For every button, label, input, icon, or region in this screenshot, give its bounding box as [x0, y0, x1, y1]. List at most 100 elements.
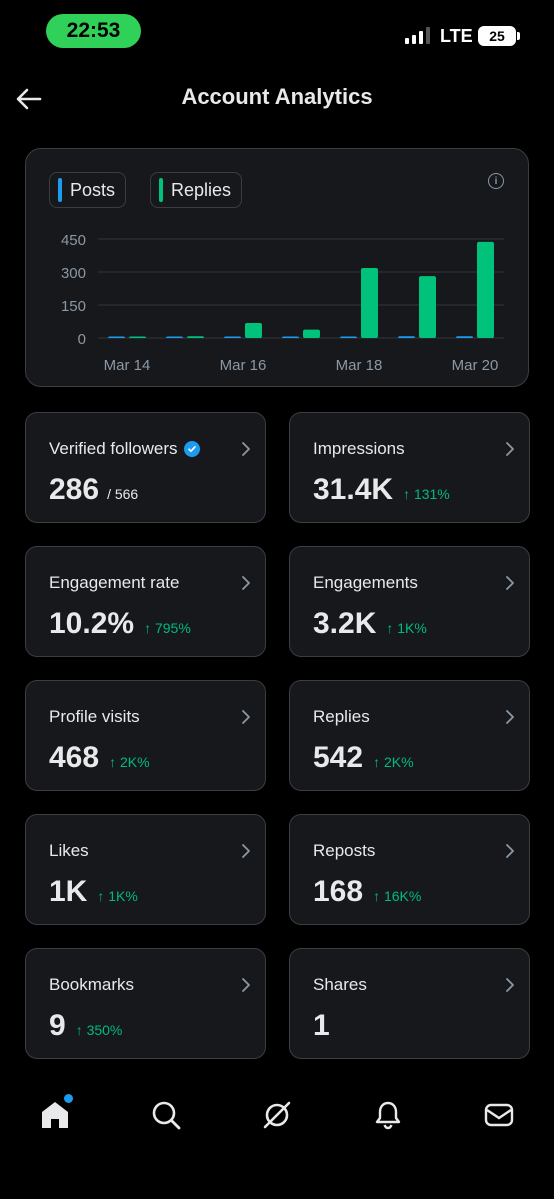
- stat-value-row: 468 ↑ 2K%: [49, 741, 150, 775]
- stat-delta: ↑ 1K%: [97, 888, 138, 904]
- posts-swatch: [58, 178, 62, 202]
- chart-legend: Posts Replies: [49, 172, 243, 208]
- replies-bar[interactable]: [361, 268, 378, 338]
- stat-label-text: Bookmarks: [49, 975, 135, 994]
- replies-bar[interactable]: [419, 276, 436, 338]
- stat-value: 542: [313, 741, 364, 774]
- chevron-right-icon: [506, 442, 514, 456]
- stat-label: Bookmarks: [49, 975, 134, 995]
- stat-card[interactable]: Impressions 31.4K ↑ 131%: [289, 412, 530, 523]
- y-tick-label: 450: [61, 232, 86, 249]
- chevron-right-icon: [242, 978, 250, 992]
- verified-badge-icon: [183, 441, 200, 457]
- nav-home[interactable]: [27, 1085, 83, 1145]
- header: Account Analytics: [0, 76, 554, 120]
- stat-label-text: Profile visits: [49, 707, 140, 726]
- bell-icon: [375, 1101, 401, 1130]
- stat-card[interactable]: Shares 1: [289, 948, 530, 1059]
- stat-card[interactable]: Replies 542 ↑ 2K%: [289, 680, 530, 791]
- x-tick-label: Mar 20: [452, 357, 499, 374]
- posts-bar[interactable]: [456, 336, 473, 338]
- stat-value: 468: [49, 741, 100, 774]
- stat-label-text: Reposts: [313, 841, 376, 860]
- stat-delta: ↑ 1K%: [386, 620, 427, 636]
- x-tick-label: Mar 16: [220, 357, 267, 374]
- page-title: Account Analytics: [181, 84, 373, 109]
- chevron-right-icon: [242, 710, 250, 724]
- nav-messages[interactable]: [471, 1085, 527, 1145]
- stat-value: 10.2%: [49, 607, 135, 640]
- stat-value-row: 31.4K ↑ 131%: [313, 473, 450, 507]
- arrow-left-icon: [16, 88, 42, 110]
- stat-card[interactable]: Profile visits 468 ↑ 2K%: [25, 680, 266, 791]
- replies-bar[interactable]: [187, 336, 204, 338]
- stat-card[interactable]: Likes 1K ↑ 1K%: [25, 814, 266, 925]
- posts-bar[interactable]: [224, 336, 241, 339]
- stat-card[interactable]: Reposts 168 ↑ 16K%: [289, 814, 530, 925]
- battery-icon: 25: [478, 26, 520, 46]
- posts-bar[interactable]: [398, 336, 415, 338]
- x-tick-label: Mar 18: [336, 357, 383, 374]
- stat-label-text: Likes: [49, 841, 89, 860]
- stat-value: 1K: [49, 875, 88, 908]
- replies-bar[interactable]: [303, 329, 320, 338]
- replies-bar[interactable]: [245, 323, 262, 338]
- stat-value-row: 542 ↑ 2K%: [313, 741, 414, 775]
- stat-label-text: Engagement rate: [49, 573, 180, 592]
- stat-delta: ↑ 2K%: [373, 754, 414, 770]
- posts-bar[interactable]: [108, 336, 125, 339]
- y-tick-label: 0: [78, 331, 86, 348]
- chart-card: 450 300 150 0 Mar 14 Mar 16 Mar 18 Mar 20 Posts…: [25, 148, 529, 387]
- nav-grok[interactable]: [249, 1085, 305, 1145]
- chevron-right-icon: [506, 710, 514, 724]
- stat-label-text: Impressions: [313, 439, 405, 458]
- chevron-right-icon: [242, 844, 250, 858]
- signal-icon: [405, 26, 433, 44]
- stat-value-row: 3.2K ↑ 1K%: [313, 607, 427, 641]
- status-bar: 22:53 LTE 25: [0, 14, 554, 50]
- stat-label: Reposts: [313, 841, 375, 861]
- y-tick-label: 150: [61, 298, 86, 315]
- stat-value: 168: [313, 875, 364, 908]
- stat-delta: ↑ 795%: [144, 620, 191, 636]
- stat-total: / 566: [107, 486, 139, 502]
- posts-bar[interactable]: [282, 336, 299, 339]
- activity-chart: 450 300 150 0 Mar 14 Mar 16 Mar 18 Mar 20: [61, 232, 504, 374]
- home-icon: [42, 1102, 68, 1128]
- stat-delta: ↑ 350%: [75, 1022, 123, 1038]
- stat-card[interactable]: Verified followers 286 / 566: [25, 412, 266, 523]
- stat-label: Engagement rate: [49, 573, 179, 593]
- stat-card[interactable]: Engagements 3.2K ↑ 1K%: [289, 546, 530, 657]
- legend-replies[interactable]: Replies: [150, 172, 243, 208]
- chevron-right-icon: [506, 978, 514, 992]
- status-time[interactable]: 22:53: [46, 14, 141, 48]
- x-tick-label: Mar 14: [104, 357, 151, 374]
- stat-value: 31.4K: [313, 473, 394, 506]
- info-icon[interactable]: i: [488, 173, 504, 189]
- stat-card[interactable]: Bookmarks 9 ↑ 350%: [25, 948, 266, 1059]
- replies-bar[interactable]: [129, 336, 146, 339]
- stat-value: 286: [49, 473, 100, 506]
- nav-notifications[interactable]: [360, 1085, 416, 1145]
- stat-label: Verified followers: [49, 439, 200, 459]
- stat-label: Impressions: [313, 439, 405, 459]
- nav-search[interactable]: [138, 1085, 194, 1145]
- stat-value-row: 286 / 566: [49, 473, 138, 507]
- stat-card[interactable]: Engagement rate 10.2% ↑ 795%: [25, 546, 266, 657]
- legend-posts-label: Posts: [70, 179, 116, 200]
- stat-delta: ↑ 16K%: [373, 888, 422, 904]
- stat-label-text: Replies: [313, 707, 370, 726]
- chevron-right-icon: [242, 576, 250, 590]
- legend-posts[interactable]: Posts: [49, 172, 127, 208]
- replies-bar[interactable]: [477, 241, 494, 338]
- chevron-right-icon: [506, 576, 514, 590]
- posts-bar[interactable]: [166, 336, 183, 339]
- bottom-nav: [0, 1085, 554, 1145]
- legend-replies-label: Replies: [171, 179, 232, 200]
- stat-label: Likes: [49, 841, 89, 861]
- back-button[interactable]: [12, 82, 46, 116]
- stat-value: 1: [313, 1009, 330, 1042]
- posts-bar[interactable]: [340, 336, 357, 339]
- mail-icon: [484, 1103, 514, 1127]
- y-tick-label: 300: [61, 265, 86, 282]
